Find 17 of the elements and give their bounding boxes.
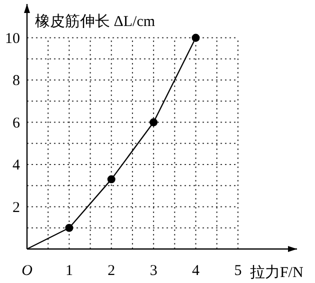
x-axis-title: 拉力F/N	[250, 264, 304, 281]
x-tick-label: 4	[192, 263, 200, 279]
y-axis-title: 橡皮筋伸长 ΔL/cm	[35, 13, 156, 30]
point	[192, 34, 200, 42]
y-tick-label: 6	[12, 115, 20, 132]
y-tick-label: 2	[12, 200, 20, 216]
y-tick-label: 10	[5, 30, 20, 47]
point	[107, 175, 116, 184]
x-tick-label: 2	[108, 263, 116, 279]
y-tick-label: 8	[12, 73, 20, 90]
y-tick-label: 4	[12, 158, 20, 174]
x-tick-label: 1	[65, 263, 73, 279]
point	[150, 118, 158, 126]
x-tick-label: 5	[234, 263, 242, 279]
x-tick-label: 3	[150, 263, 158, 279]
x-tick-label: O	[22, 263, 33, 279]
point	[65, 224, 74, 232]
